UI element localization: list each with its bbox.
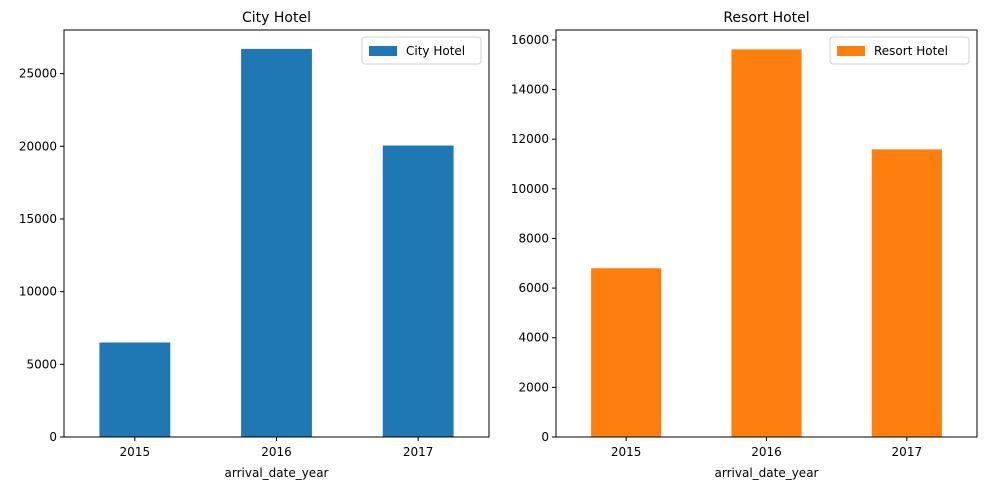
y-tick-label: 8000 [518,231,549,245]
y-tick-label: 5000 [26,357,57,371]
bar-2015 [99,342,171,437]
x-tick-label: 2017 [892,445,923,459]
chart-title: City Hotel [242,10,311,26]
x-tick-label: 2016 [261,445,292,459]
x-tick-label: 2016 [751,445,782,459]
resort-hotel-panel: 0 2000 4000 6000 8000 10000 12000 14000 16000 201… [511,10,978,480]
y-tick-label: 15000 [19,212,57,226]
x-tick-label: 2017 [403,445,434,459]
y-tick-label: 16000 [511,33,549,47]
y-tick-label: 0 [49,430,57,444]
legend-label: Resort Hotel [874,44,948,58]
bar-2017 [382,145,454,437]
legend-swatch [837,46,865,56]
y-tick-label: 4000 [518,331,549,345]
y-tick-label: 0 [541,430,549,444]
bar-2015 [591,268,662,437]
chart-title: Resort Hotel [723,10,809,26]
bar-2016 [731,49,802,437]
legend-swatch [369,46,397,56]
x-tick-label: 2015 [611,445,642,459]
y-tick-label: 12000 [511,132,549,146]
x-tick-label: 2015 [120,445,151,459]
y-tick-label: 6000 [518,281,549,295]
y-tick-label: 25000 [19,67,57,81]
y-tick-label: 10000 [511,182,549,196]
city-hotel-panel: 0 5000 10000 15000 20000 25000 2015 2016 2017 Cit… [19,10,490,480]
legend-label: City Hotel [406,44,465,58]
y-tick-label: 2000 [518,380,549,394]
y-tick-label: 10000 [19,285,57,299]
x-axis-label: arrival_date_year [715,466,819,480]
bar-2016 [241,48,312,438]
legend-box [361,36,482,65]
legend-box [829,36,970,65]
x-axis-label: arrival_date_year [225,466,329,480]
y-tick-label: 14000 [511,83,549,97]
bar-2017 [871,149,942,437]
y-tick-label: 20000 [19,139,57,153]
